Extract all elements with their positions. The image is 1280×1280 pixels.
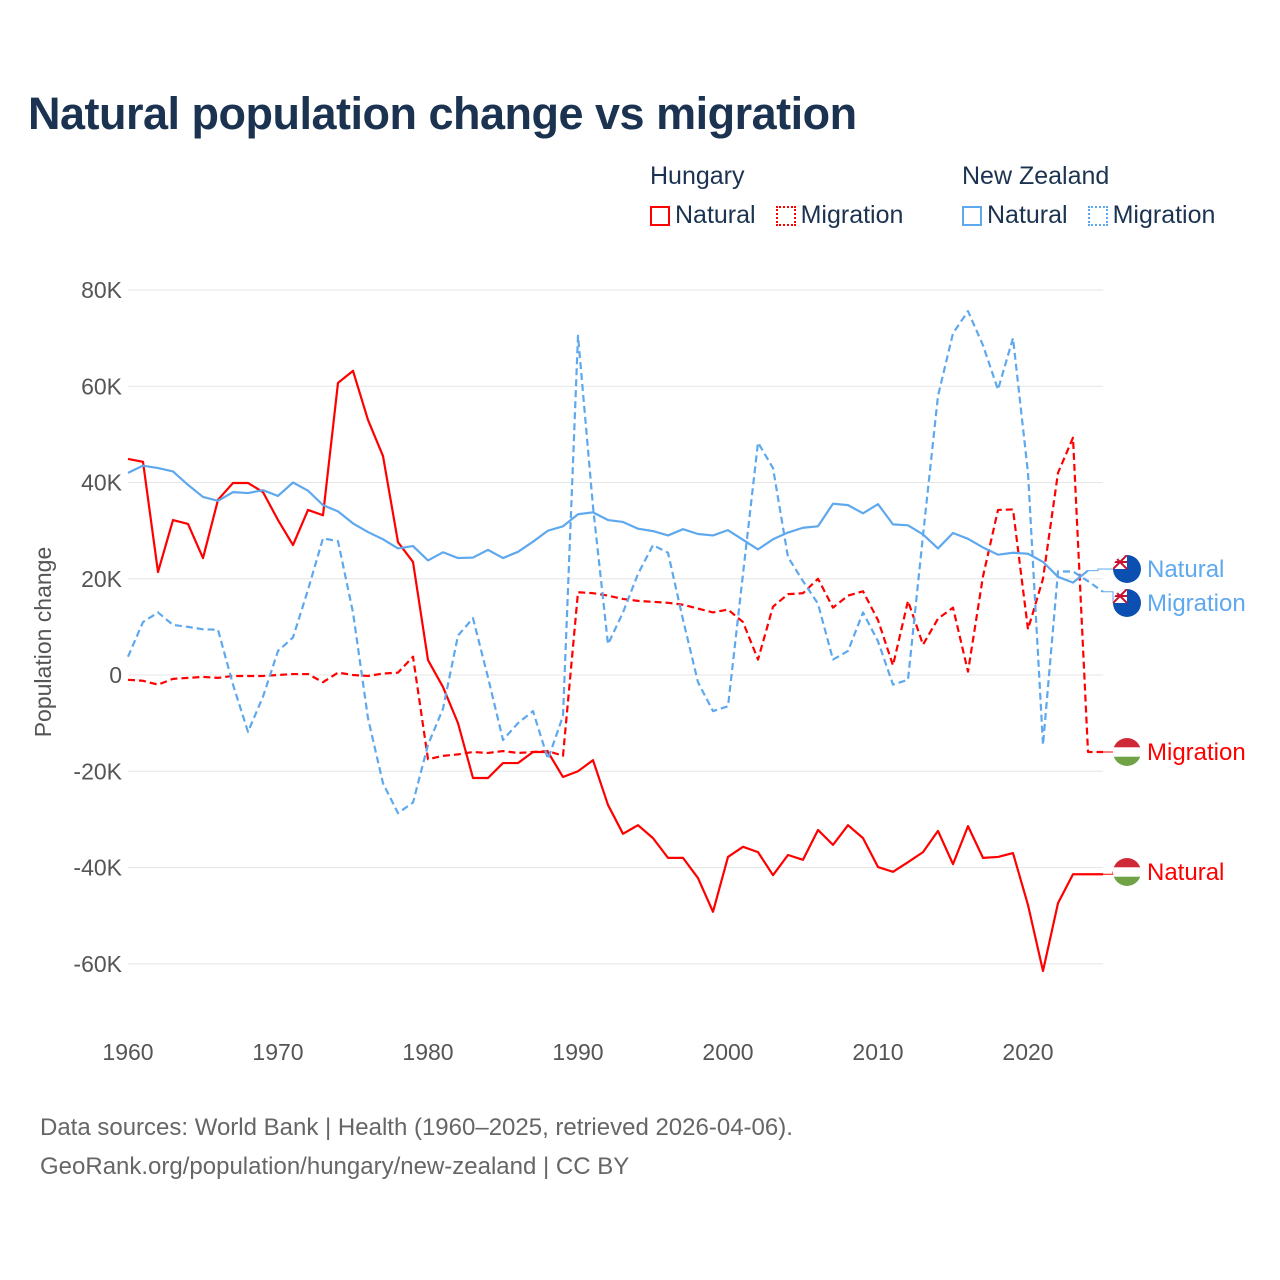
new-zealand-flag-icon bbox=[1113, 589, 1141, 617]
y-tick-label: 40K bbox=[81, 470, 123, 496]
source-note: Data sources: World Bank | Health (1960–… bbox=[40, 1114, 793, 1141]
label-connector bbox=[1103, 591, 1114, 604]
legend-swatch-solid bbox=[962, 205, 982, 226]
footer: Data sources: World Bank | Health (1960–… bbox=[40, 1108, 793, 1186]
series-line-hungary-natural[interactable] bbox=[127, 369, 1103, 973]
legend-label: Natural bbox=[675, 201, 756, 229]
legend-group-name: New Zealand bbox=[962, 162, 1110, 190]
hungary-flag-icon bbox=[1113, 738, 1141, 766]
legend-group-name: Hungary bbox=[650, 162, 745, 190]
end-label: Natural bbox=[1147, 859, 1224, 886]
legend-label: Migration bbox=[800, 201, 904, 229]
legend-item-hungary-migration[interactable]: Migration bbox=[775, 201, 904, 230]
legend-group-hungary: Hungary Natural Migration bbox=[650, 162, 903, 230]
series-line-hungary-migration[interactable] bbox=[127, 436, 1103, 761]
x-tick-label: 1990 bbox=[552, 1039, 603, 1065]
end-label: Migration bbox=[1147, 739, 1246, 766]
y-tick-label: -40K bbox=[73, 855, 122, 881]
y-tick-label: 20K bbox=[81, 566, 123, 592]
label-connector bbox=[1088, 568, 1114, 572]
x-tick-label: 2020 bbox=[1002, 1039, 1053, 1065]
x-tick-label: 2010 bbox=[852, 1039, 903, 1065]
y-tick-label: 60K bbox=[81, 373, 123, 399]
y-tick-label: 80K bbox=[81, 277, 123, 303]
label-connector bbox=[1103, 871, 1114, 875]
series-line-new-zealand-migration[interactable] bbox=[126, 310, 1104, 815]
series-line-new-zealand-natural[interactable] bbox=[127, 464, 1089, 584]
y-axis-label: Population change bbox=[30, 547, 56, 738]
legend-label: Natural bbox=[987, 201, 1068, 229]
end-label: Migration bbox=[1147, 590, 1246, 617]
source-link[interactable]: GeoRank.org/population/hungary/new-zeala… bbox=[40, 1153, 630, 1180]
x-tick-label: 1980 bbox=[402, 1039, 453, 1065]
new-zealand-flag-icon bbox=[1113, 555, 1141, 583]
legend-label: Migration bbox=[1112, 201, 1216, 229]
legend-swatch-solid bbox=[650, 205, 670, 226]
y-tick-label: 0 bbox=[109, 662, 122, 688]
x-tick-label: 1970 bbox=[252, 1039, 303, 1065]
y-tick-label: -60K bbox=[73, 951, 122, 977]
y-tick-label: -20K bbox=[73, 758, 122, 784]
end-label: Natural bbox=[1147, 556, 1224, 583]
x-tick-label: 2000 bbox=[702, 1039, 753, 1065]
chart-title: Natural population change vs migration bbox=[28, 88, 857, 139]
legend-item-hungary-natural[interactable]: Natural bbox=[650, 201, 756, 230]
legend-group-new-zealand: New Zealand Natural Migration bbox=[962, 162, 1215, 230]
hungary-flag-icon bbox=[1113, 858, 1141, 886]
legend-swatch-dotted bbox=[775, 205, 796, 226]
legend-swatch-dotted bbox=[1087, 205, 1108, 226]
legend-item-nz-migration[interactable]: Migration bbox=[1087, 201, 1216, 230]
x-tick-label: 1960 bbox=[102, 1039, 153, 1065]
legend-item-nz-natural[interactable]: Natural bbox=[962, 201, 1068, 230]
